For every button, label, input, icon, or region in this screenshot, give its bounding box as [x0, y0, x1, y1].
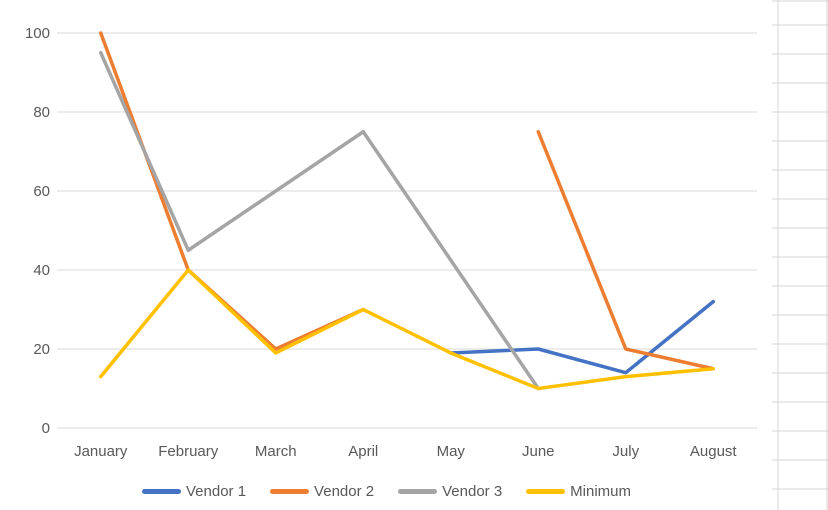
legend-item-vendor-1[interactable]: Vendor 1 — [141, 482, 247, 500]
y-axis-tick-label: 100 — [25, 25, 50, 42]
legend-item-vendor-2[interactable]: Vendor 2 — [270, 484, 374, 499]
legend-label: Vendor 1 — [185, 482, 247, 500]
x-axis-tick-label: February — [158, 443, 219, 460]
legend-item-minimum[interactable]: Minimum — [526, 484, 631, 499]
x-axis-tick-label: April — [348, 443, 378, 460]
x-axis-tick-label: January — [74, 443, 128, 460]
x-axis-tick-label: July — [612, 443, 639, 460]
y-axis-tick-label: 0 — [42, 420, 50, 437]
y-axis-tick-label: 60 — [33, 183, 50, 200]
x-axis-tick-label: March — [255, 443, 297, 460]
y-axis-tick-label: 20 — [33, 341, 50, 358]
legend-swatch-vendor-3 — [398, 488, 438, 494]
legend-swatch-minimum — [526, 488, 566, 494]
legend-label: Minimum — [570, 482, 632, 500]
x-axis-tick-label: June — [522, 443, 555, 460]
legend-item-vendor-3[interactable]: Vendor 3 — [398, 484, 502, 499]
legend-swatch-vendor-1 — [141, 488, 181, 494]
series-line-vendor-2[interactable] — [536, 130, 715, 371]
chart-legend: Vendor 1 Vendor 2 Vendor 3 Minimum — [0, 479, 773, 503]
legend-label: Vendor 3 — [442, 482, 503, 500]
x-axis-tick-label: August — [690, 443, 738, 460]
series-line-vendor-3[interactable] — [99, 51, 540, 391]
x-axis-tick-label: May — [437, 443, 466, 460]
legend-swatch-vendor-2 — [270, 488, 310, 494]
legend-label: Vendor 2 — [314, 482, 375, 500]
y-axis-tick-label: 80 — [33, 104, 50, 121]
series-line-minimum[interactable] — [99, 268, 715, 391]
y-axis-tick-label: 40 — [33, 262, 50, 279]
series-line-vendor-1[interactable] — [449, 299, 715, 375]
